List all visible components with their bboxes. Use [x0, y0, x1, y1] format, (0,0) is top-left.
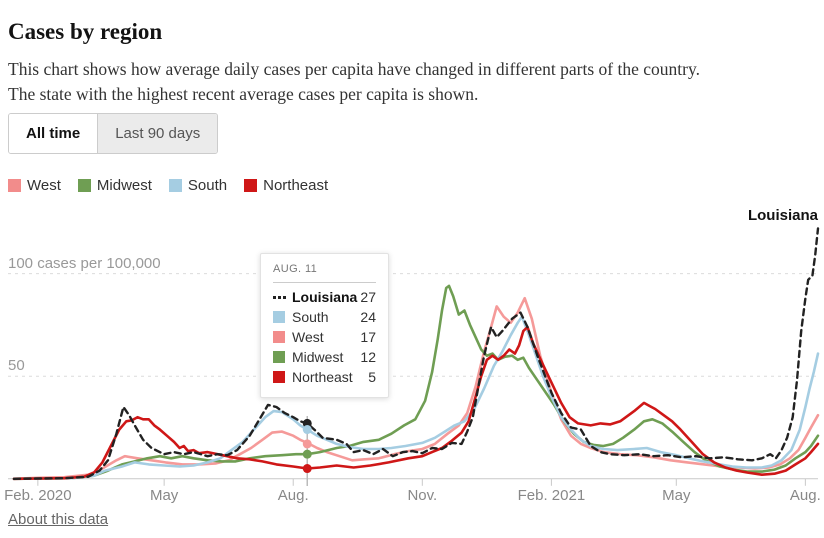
- y-axis-label-50: 50: [8, 357, 25, 375]
- tooltip-row-midwest: Midwest 12: [273, 349, 376, 365]
- chart-description: This chart shows how average daily cases…: [8, 57, 700, 107]
- x-axis-label: May: [149, 487, 179, 504]
- south-swatch-icon: [168, 179, 182, 192]
- time-range-toggle: All time Last 90 days: [8, 113, 219, 154]
- tooltip-row-louisiana: Louisiana 27: [273, 289, 376, 305]
- legend-label: West: [27, 177, 61, 194]
- x-axis-label: Nov.: [407, 487, 438, 504]
- tooltip-row-south: South 24: [273, 309, 376, 325]
- west-swatch-icon: [273, 331, 285, 343]
- description-line-2: The state with the highest recent averag…: [8, 84, 479, 104]
- tooltip-series-name: Midwest: [292, 349, 344, 365]
- legend-item-south: South: [168, 177, 228, 194]
- page-title: Cases by region: [8, 19, 163, 45]
- tooltip-dot-northeast: [302, 464, 312, 474]
- midwest-swatch-icon: [273, 351, 285, 363]
- legend-item-west: West: [8, 177, 61, 194]
- tooltip-rows: Louisiana 27 South 24 West 17 Midwest 12 Northea…: [273, 289, 376, 385]
- legend-label: Northeast: [263, 177, 329, 194]
- midwest-swatch-icon: [77, 179, 91, 192]
- toggle-all-time-button[interactable]: All time: [9, 114, 98, 153]
- northeast-swatch-icon: [244, 179, 258, 192]
- tooltip-series-name: South: [292, 309, 329, 325]
- chart-tooltip: AUG. 11 Louisiana 27 South 24 West 17 Midwest 1…: [260, 253, 389, 398]
- tooltip-date-label: AUG. 11: [273, 263, 318, 275]
- tooltip-series-value: 24: [360, 309, 376, 325]
- toggle-last-90-days-button[interactable]: Last 90 days: [97, 114, 218, 153]
- x-axis-label: May: [662, 487, 691, 504]
- region-legend: West Midwest South Northeast: [8, 177, 328, 194]
- legend-item-northeast: Northeast: [244, 177, 328, 194]
- tooltip-dot-south: [302, 425, 312, 435]
- tooltip-series-name: West: [292, 329, 324, 345]
- tooltip-divider: [273, 282, 376, 283]
- x-axis-label: Feb. 2020: [4, 487, 72, 504]
- northeast-swatch-icon: [273, 371, 285, 383]
- legend-item-midwest: Midwest: [77, 177, 152, 194]
- x-axis-label: Feb. 2021: [517, 487, 586, 504]
- tooltip-series-value: 27: [360, 289, 376, 305]
- description-line-1: This chart shows how average daily cases…: [8, 59, 700, 79]
- west-swatch-icon: [8, 179, 21, 192]
- tooltip-row-west: West 17: [273, 329, 376, 345]
- tooltip-dot-midwest: [302, 449, 312, 459]
- dashed-line-icon: [273, 295, 286, 299]
- legend-label: South: [187, 177, 228, 194]
- y-axis-label-100: 100 cases per 100,000: [8, 254, 161, 272]
- tooltip-series-value: 17: [360, 329, 376, 345]
- tooltip-row-northeast: Northeast 5: [273, 369, 376, 385]
- x-axis-label: Aug.: [789, 487, 821, 504]
- series-line-louisiana: [12, 227, 820, 480]
- tooltip-dot-west: [302, 439, 312, 449]
- about-this-data-link[interactable]: About this data: [8, 511, 109, 528]
- tooltip-series-name: Louisiana: [292, 289, 358, 305]
- tooltip-series-name: Northeast: [292, 369, 353, 385]
- x-axis-label: Aug.: [277, 487, 309, 504]
- louisiana-series-label: Louisiana: [747, 207, 818, 224]
- south-swatch-icon: [273, 311, 285, 323]
- series-line-midwest: [12, 284, 820, 481]
- legend-label: Midwest: [96, 177, 152, 194]
- tooltip-dot-louisiana: [302, 418, 312, 428]
- series-line-northeast: [12, 325, 820, 481]
- tooltip-series-value: 12: [360, 349, 376, 365]
- tooltip-series-value: 5: [368, 369, 376, 385]
